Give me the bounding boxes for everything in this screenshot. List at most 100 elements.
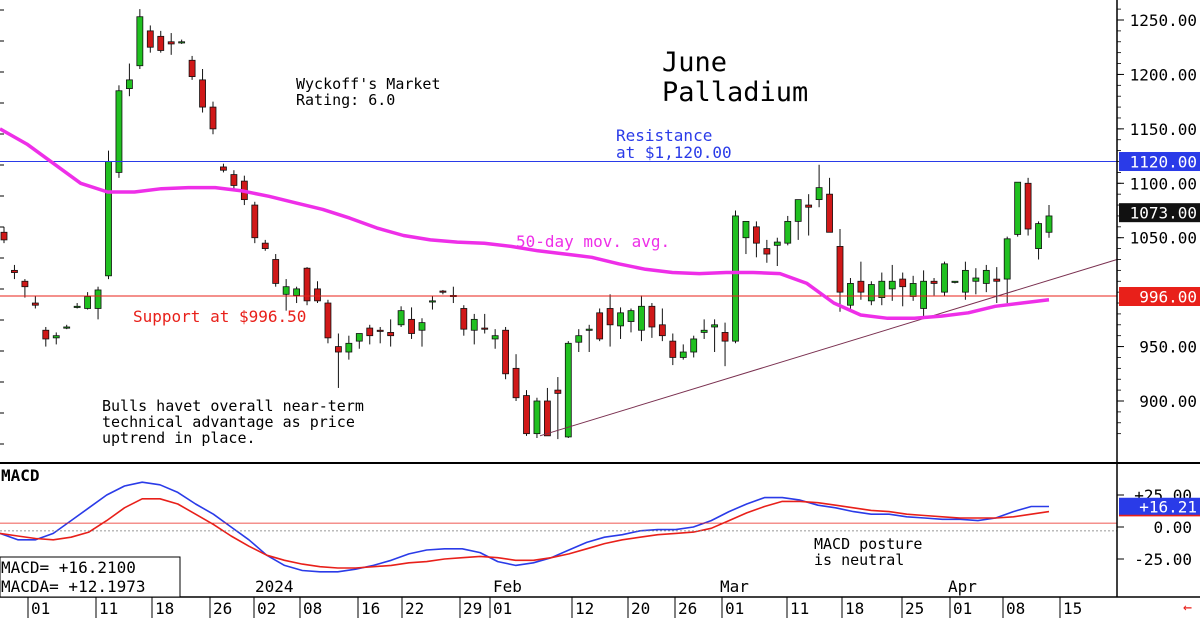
candle-body — [753, 226, 760, 244]
candle-body — [11, 269, 18, 273]
candle-body — [63, 326, 71, 329]
support-label: Support at $996.50 — [133, 307, 306, 326]
x-tick-label: 26 — [213, 599, 232, 618]
candle-body — [230, 174, 238, 186]
candle-body — [648, 305, 656, 328]
candle-body — [1035, 223, 1042, 249]
candle-body — [115, 90, 123, 173]
x-tick-label: 11 — [790, 599, 809, 618]
candle-body — [282, 286, 290, 295]
x-tick-label: 26 — [678, 599, 697, 618]
candle-body — [617, 312, 624, 327]
chart-title: June — [662, 47, 727, 78]
candle-body — [732, 215, 739, 342]
candle-body — [679, 351, 687, 358]
candle-body — [763, 248, 771, 255]
candle-body — [951, 280, 959, 283]
x-axis: 01 11 18 26 02 08 16 22 29 01 12 20 26 01 11 18 25 01 08 15… — [27, 577, 1082, 618]
candle-body — [251, 204, 259, 239]
candle-body — [126, 79, 133, 89]
x-tick-label: 16 — [361, 599, 380, 618]
last-price-tag-bg — [1119, 203, 1200, 223]
macd-panel — [0, 481, 1117, 573]
candle-body — [700, 329, 708, 333]
candle-body — [523, 395, 530, 435]
candle-body — [596, 312, 604, 340]
candle-body — [606, 308, 614, 326]
commentary-note: Bulls havet overall near-term — [102, 397, 364, 415]
candle-body — [334, 346, 342, 353]
candle-body — [794, 199, 802, 222]
x-tick-label: 15 — [1063, 599, 1082, 618]
candle-body — [930, 280, 938, 284]
resistance-value-tag: 1120.00 — [1130, 153, 1197, 172]
candle-body — [157, 35, 165, 51]
y-tick-label: 1200.00 — [1130, 65, 1197, 84]
candle-body — [178, 41, 186, 44]
support-value-tag-bg — [1119, 286, 1200, 306]
macd-y-tick-label: -25.00 — [1134, 550, 1192, 569]
candle-body — [408, 318, 415, 334]
candle-body — [847, 283, 854, 306]
x-tick-label: 11 — [99, 599, 118, 618]
candle-body — [1045, 215, 1053, 233]
x-tick-label: 18 — [845, 599, 864, 618]
chart-title: Palladium — [662, 77, 808, 108]
x-tick-label: 01 — [493, 599, 512, 618]
commentary-note: technical advantage as price — [102, 413, 355, 431]
x-tick-label: 01 — [953, 599, 972, 618]
y-tick-label: 1100.00 — [1130, 174, 1197, 193]
macd-value-tag: +16.21 — [1139, 497, 1197, 516]
y-tick-label: 1050.00 — [1130, 229, 1197, 248]
x-tick-label: 01 — [31, 599, 50, 618]
scroll-left-icon: ← — [1183, 598, 1192, 616]
chart-annotations: 1250.00 1200.00 1150.00 1100.00 1050.00 950.0… — [0, 11, 1200, 616]
candle-body — [293, 288, 301, 296]
candle-body — [585, 328, 593, 331]
candle-body — [878, 280, 886, 298]
candle-body — [742, 220, 750, 239]
moving-average-line — [0, 127, 1050, 321]
candle-body — [658, 324, 666, 337]
macd-readout-box — [0, 556, 181, 598]
candle-body — [962, 269, 969, 293]
candle-body — [993, 278, 1001, 282]
candle-body — [669, 340, 677, 358]
candle-body — [920, 280, 927, 309]
candle-body — [554, 389, 562, 394]
candle-body — [376, 329, 384, 332]
candle-body — [1003, 238, 1011, 280]
candle-body — [136, 16, 144, 67]
x-month-label: Apr — [948, 577, 977, 596]
candle-body — [355, 333, 363, 342]
candle-body — [784, 220, 792, 244]
macda-readout: MACDA= +12.1973 — [1, 577, 146, 596]
candle-body — [909, 283, 917, 297]
candle-body — [52, 335, 60, 339]
candle-body — [721, 332, 729, 342]
candle-body — [146, 30, 154, 48]
candle-body — [460, 308, 468, 330]
candle-body — [773, 241, 781, 246]
candle-body — [888, 280, 896, 290]
macd-posture-note: is neutral — [814, 551, 904, 569]
candle-body — [1014, 181, 1022, 235]
candle-body — [429, 300, 436, 303]
candle-body — [418, 322, 426, 331]
candle-body — [470, 318, 478, 331]
support-value-tag: 996.00 — [1139, 287, 1197, 306]
candle-body — [627, 310, 635, 322]
candle-body — [481, 327, 489, 330]
resistance-label: at $1,120.00 — [616, 143, 732, 162]
candle-body — [857, 280, 865, 293]
candle-body — [826, 193, 833, 233]
candle-body — [272, 259, 280, 284]
candle-body — [836, 246, 844, 293]
candle-body — [21, 280, 29, 288]
macd-value-tag-bg — [1119, 497, 1200, 515]
candle-body — [167, 41, 175, 45]
candle-body — [105, 161, 112, 277]
candle-body — [345, 342, 353, 353]
y-tick-label: 900.00 — [1139, 392, 1197, 411]
